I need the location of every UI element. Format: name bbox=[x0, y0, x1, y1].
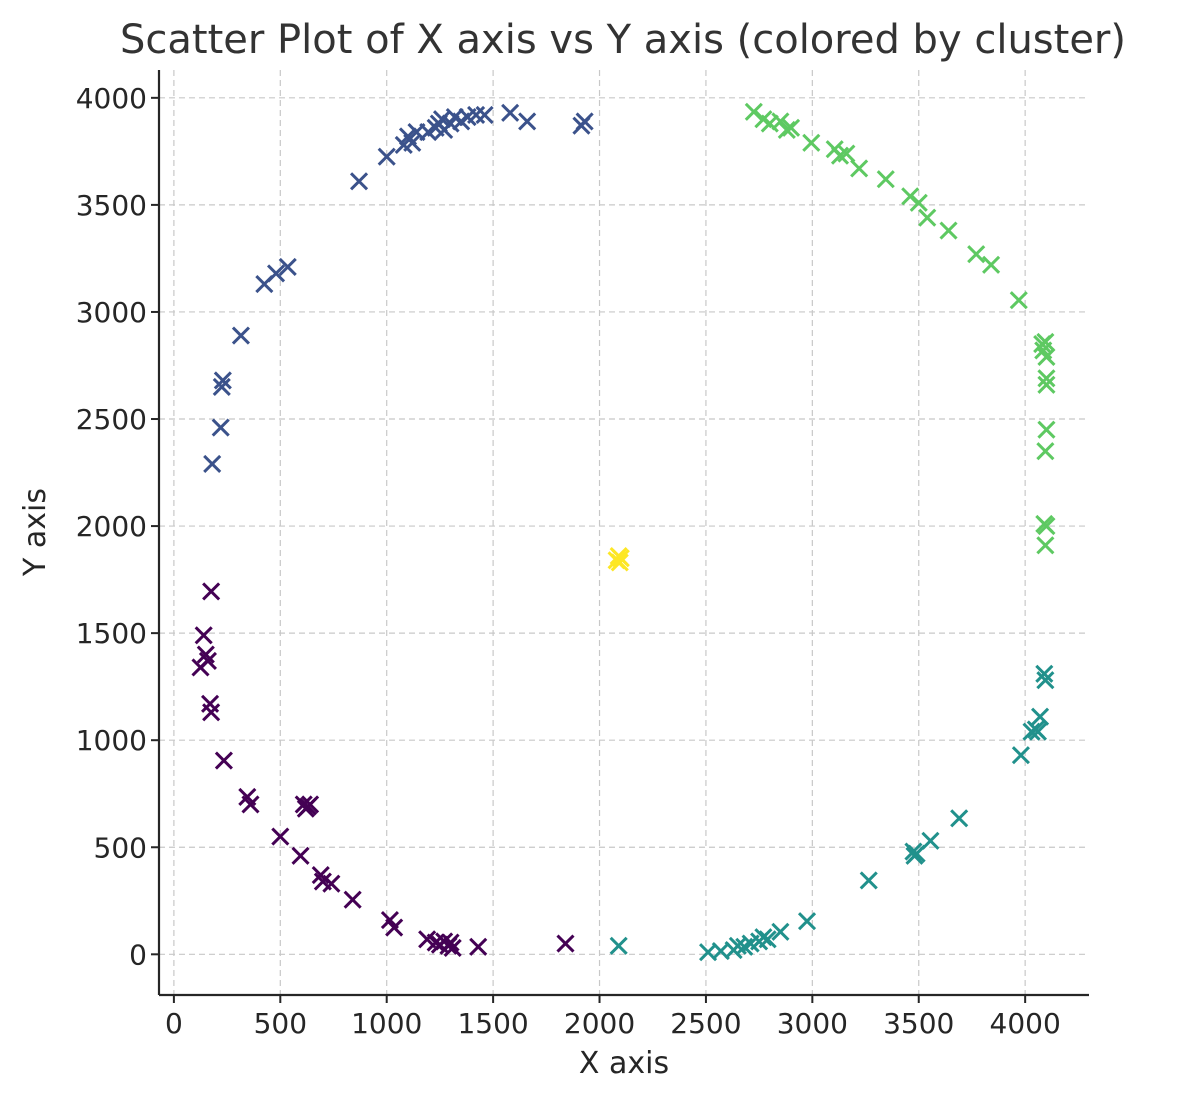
data-point bbox=[194, 626, 213, 645]
data-points bbox=[191, 102, 1056, 962]
data-point bbox=[191, 658, 210, 677]
data-point bbox=[781, 118, 801, 137]
y-axis-label: Y axis bbox=[18, 488, 53, 577]
y-tick-label: 3500 bbox=[76, 189, 147, 222]
data-point bbox=[349, 172, 369, 191]
data-point bbox=[1037, 375, 1056, 394]
data-point bbox=[982, 255, 1001, 274]
data-point bbox=[214, 751, 233, 770]
data-point bbox=[203, 454, 222, 474]
data-point bbox=[377, 147, 396, 166]
data-point bbox=[443, 938, 462, 957]
data-point bbox=[1037, 369, 1056, 388]
data-point bbox=[231, 326, 250, 345]
data-point bbox=[830, 146, 850, 165]
data-point bbox=[212, 377, 231, 396]
data-point bbox=[1011, 746, 1030, 765]
data-point bbox=[1030, 707, 1050, 726]
x-tick-label: 3500 bbox=[883, 1007, 954, 1040]
y-axis-ticks: 0 500 1000 1500 2000 2500 3000 3500 4000 bbox=[76, 82, 159, 971]
x-tick-label: 2500 bbox=[670, 1007, 741, 1040]
data-point bbox=[1037, 347, 1056, 366]
data-point bbox=[1036, 671, 1055, 690]
data-point bbox=[876, 170, 895, 189]
data-point bbox=[241, 795, 260, 814]
chart-title: Scatter Plot of X axis vs Y axis (colore… bbox=[120, 17, 1126, 63]
y-tick-label: 1000 bbox=[76, 724, 147, 757]
data-point bbox=[343, 890, 362, 909]
y-tick-label: 4000 bbox=[76, 82, 147, 115]
data-point bbox=[1036, 332, 1055, 351]
data-point bbox=[850, 159, 869, 178]
data-point bbox=[469, 937, 488, 956]
data-point bbox=[771, 922, 790, 941]
data-point bbox=[385, 918, 404, 937]
y-tick-label: 2500 bbox=[76, 403, 147, 436]
data-point bbox=[1009, 291, 1028, 310]
data-point bbox=[921, 831, 940, 850]
y-tick-label: 0 bbox=[129, 938, 147, 971]
data-point bbox=[1035, 664, 1054, 683]
data-point bbox=[771, 112, 790, 131]
data-point bbox=[907, 844, 926, 863]
data-point bbox=[758, 930, 777, 949]
data-point bbox=[1037, 420, 1056, 439]
data-point bbox=[211, 418, 230, 437]
y-tick-label: 2000 bbox=[76, 510, 147, 543]
data-point bbox=[556, 934, 575, 953]
y-tick-label: 1500 bbox=[76, 617, 147, 650]
data-point bbox=[441, 933, 460, 952]
data-point bbox=[1028, 722, 1047, 741]
data-point bbox=[213, 371, 232, 390]
x-tick-label: 3000 bbox=[777, 1007, 848, 1040]
x-tick-label: 2000 bbox=[564, 1007, 635, 1040]
data-point bbox=[837, 144, 856, 163]
x-axis-label: X axis bbox=[579, 1046, 669, 1081]
data-point bbox=[609, 936, 628, 955]
data-point bbox=[939, 221, 958, 240]
data-point bbox=[909, 193, 928, 212]
data-point bbox=[797, 912, 817, 931]
x-axis-ticks: 0 500 1000 1500 2000 2500 3000 3500 4000 bbox=[165, 995, 1061, 1040]
x-tick-label: 4000 bbox=[990, 1007, 1061, 1040]
data-point bbox=[475, 105, 494, 125]
data-point bbox=[950, 809, 969, 828]
x-tick-label: 1000 bbox=[351, 1007, 422, 1040]
x-tick-label: 500 bbox=[254, 1007, 307, 1040]
data-point bbox=[575, 112, 594, 131]
data-point bbox=[1037, 517, 1056, 536]
x-tick-label: 0 bbox=[165, 1007, 183, 1040]
data-point bbox=[611, 549, 630, 568]
data-point bbox=[278, 257, 297, 277]
data-point bbox=[202, 582, 221, 601]
data-point bbox=[918, 208, 937, 227]
data-point bbox=[1036, 536, 1055, 555]
data-point bbox=[266, 264, 286, 283]
y-tick-label: 3000 bbox=[76, 296, 147, 329]
data-point bbox=[271, 827, 290, 846]
data-point bbox=[859, 871, 878, 890]
data-point bbox=[1036, 442, 1055, 461]
data-point bbox=[322, 874, 341, 893]
y-tick-label: 500 bbox=[94, 831, 147, 864]
data-point bbox=[291, 846, 310, 865]
data-point bbox=[518, 112, 537, 131]
grid-lines bbox=[159, 70, 1089, 995]
data-point bbox=[202, 703, 221, 722]
x-tick-label: 1500 bbox=[457, 1007, 528, 1040]
data-point bbox=[967, 245, 986, 264]
data-point bbox=[802, 133, 821, 152]
data-point bbox=[467, 105, 486, 125]
data-point bbox=[610, 553, 629, 572]
data-point bbox=[403, 133, 422, 152]
data-point bbox=[501, 103, 520, 122]
data-point bbox=[301, 795, 320, 814]
